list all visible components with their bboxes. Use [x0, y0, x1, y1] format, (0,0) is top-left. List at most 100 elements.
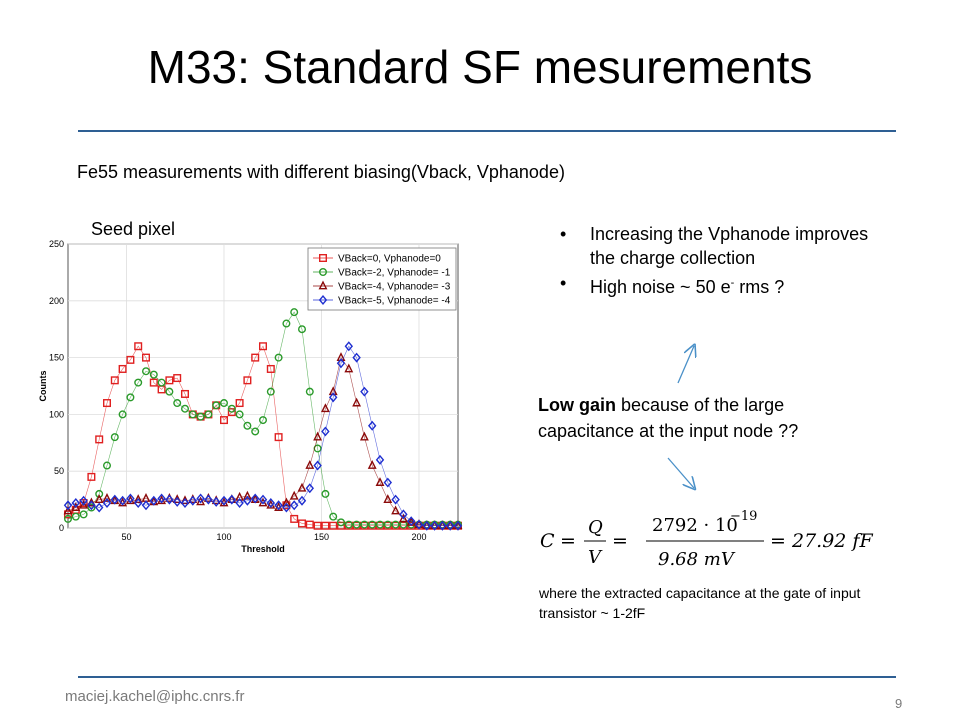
- data-point-2: [391, 520, 400, 529]
- data-point-2: [298, 325, 307, 334]
- data-point-1: [219, 416, 228, 425]
- data-point-2: [118, 410, 127, 419]
- data-point-1: [290, 514, 299, 523]
- data-point-4: [188, 495, 198, 506]
- bullet-dot-icon: •: [560, 273, 567, 293]
- data-point-4: [352, 352, 361, 363]
- capacitance-note: where the extracted capacitance at the g…: [539, 585, 861, 621]
- data-point-2: [344, 520, 353, 529]
- data-point-2: [204, 410, 213, 419]
- data-point-1: [64, 510, 73, 519]
- data-point-4: [165, 494, 174, 505]
- data-point-4: [438, 520, 447, 531]
- data-point-4: [321, 426, 330, 437]
- y-tick-label: 0: [59, 523, 64, 533]
- footer-email[interactable]: maciej.kachel@iphc.cnrs.fr: [65, 688, 245, 705]
- legend-entry: VBack=-4, Vphanode= -3: [338, 282, 451, 293]
- data-point-3: [453, 520, 463, 530]
- formula-v: V: [588, 547, 603, 568]
- data-point-3: [352, 397, 362, 407]
- data-point-3: [79, 499, 89, 509]
- data-point-2: [266, 387, 275, 396]
- bullet-text: Increasing the Vphanode improves the cha…: [590, 224, 869, 268]
- data-point-1: [258, 342, 267, 351]
- data-point-4: [87, 500, 96, 511]
- data-point-1: [141, 353, 150, 362]
- y-axis-label: Counts: [38, 371, 48, 402]
- data-point-2: [134, 378, 143, 387]
- data-point-4: [453, 520, 463, 531]
- data-point-1: [235, 399, 244, 408]
- footer-divider: [78, 676, 896, 678]
- data-point-1: [87, 472, 96, 481]
- y-tick-label: 100: [49, 409, 64, 419]
- data-point-1: [149, 378, 158, 387]
- threshold-scan-chart: 50 100 150 200 0 50 100 150 200 250 Threshold Count…: [38, 239, 463, 554]
- y-tick-label: 250: [49, 239, 64, 249]
- y-tick-label: 50: [54, 466, 64, 476]
- data-point-1: [95, 435, 104, 444]
- data-point-2: [376, 520, 385, 529]
- data-point-2: [149, 370, 158, 379]
- data-point-4: [250, 493, 260, 504]
- data-point-4: [149, 495, 159, 506]
- page-number: 9: [895, 696, 903, 711]
- legend-entry: VBack=-5, Vphanode= -4: [338, 296, 451, 307]
- data-point-2: [227, 404, 236, 413]
- formula-exponent: −19: [730, 509, 757, 524]
- data-point-4: [391, 494, 400, 505]
- data-point-2: [368, 520, 377, 529]
- formula-q: Q: [588, 517, 603, 538]
- data-point-4: [172, 496, 182, 507]
- formula-denominator: 9.68 mV: [658, 549, 736, 570]
- data-point-2: [352, 520, 361, 529]
- data-point-3: [359, 431, 369, 441]
- data-point-1: [126, 355, 135, 364]
- capacitance-formula: C = Q V = 2792 · 10 −19 9.68 mV = 27.92 …: [540, 509, 873, 570]
- data-point-4: [63, 500, 73, 511]
- data-point-3: [71, 502, 81, 511]
- data-point-4: [102, 498, 112, 508]
- data-point-4: [375, 454, 385, 465]
- legend-entry: VBack=-2, Vphanode= -1: [338, 268, 451, 279]
- data-point-2: [141, 367, 150, 376]
- data-point-3: [320, 403, 330, 413]
- data-point-4: [227, 494, 237, 505]
- slide-title: M33: Standard SF mesurements: [147, 41, 813, 93]
- formula-eq-1: =: [560, 530, 576, 552]
- data-point-1: [329, 521, 338, 530]
- title-divider: [78, 130, 896, 132]
- formula-numerator: 2792 · 10: [652, 515, 738, 536]
- data-point-3: [391, 505, 401, 515]
- data-point-2: [110, 433, 119, 442]
- legend-marker-icon: [319, 254, 328, 263]
- data-point-4: [414, 519, 424, 530]
- bullet-superscript: -: [730, 277, 735, 289]
- low-gain-bold: Low gain: [538, 395, 616, 415]
- data-point-2: [212, 401, 221, 410]
- data-point-4: [297, 495, 307, 506]
- data-point-1: [102, 399, 111, 408]
- data-point-2: [219, 399, 228, 408]
- x-axis-label: Threshold: [241, 544, 285, 554]
- low-gain-text: because of the large capacitance at the …: [538, 395, 799, 441]
- data-point-3: [242, 490, 252, 500]
- data-point-4: [235, 498, 244, 508]
- data-point-1: [118, 364, 127, 373]
- data-point-4: [196, 493, 205, 504]
- data-point-2: [165, 387, 174, 396]
- data-point-2: [126, 393, 135, 402]
- data-point-1: [134, 342, 143, 351]
- data-point-4: [367, 420, 377, 431]
- data-point-1: [251, 353, 260, 362]
- data-point-2: [360, 520, 369, 529]
- data-point-2: [79, 510, 88, 519]
- data-point-2: [383, 520, 392, 529]
- data-point-3: [102, 492, 112, 502]
- data-point-1: [305, 520, 314, 529]
- data-point-1: [173, 374, 182, 383]
- data-point-1: [243, 376, 252, 385]
- data-point-3: [94, 494, 104, 503]
- data-point-2: [71, 512, 80, 521]
